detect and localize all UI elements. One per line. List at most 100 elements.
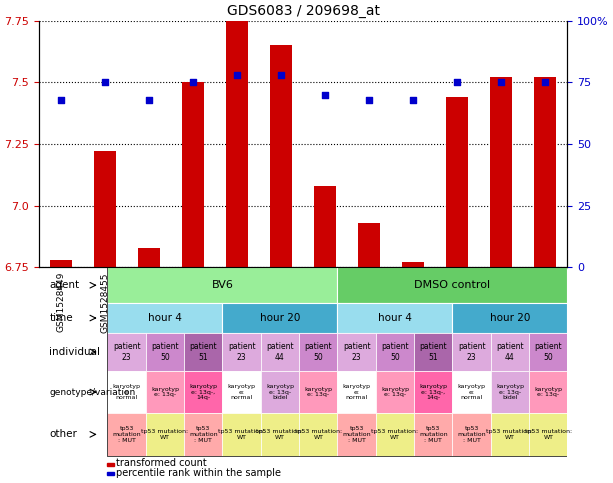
Text: hour 4: hour 4 xyxy=(378,313,412,323)
Bar xyxy=(107,463,114,466)
FancyBboxPatch shape xyxy=(414,333,452,371)
Text: hour 20: hour 20 xyxy=(490,313,530,323)
Point xyxy=(408,96,418,103)
Text: karyotyp
e: 13q-
bidel: karyotyp e: 13q- bidel xyxy=(266,384,294,400)
Text: karyotyp
e: 13q-: karyotyp e: 13q- xyxy=(151,387,179,398)
Text: tp53
mutation
: MUT: tp53 mutation : MUT xyxy=(457,426,486,443)
FancyBboxPatch shape xyxy=(107,303,223,333)
Text: patient
44: patient 44 xyxy=(266,342,294,362)
Text: karyotyp
e: 13q-: karyotyp e: 13q- xyxy=(535,387,562,398)
Text: karyotyp
e:
normal: karyotyp e: normal xyxy=(343,384,371,400)
Text: individual: individual xyxy=(49,347,101,357)
FancyBboxPatch shape xyxy=(184,413,223,455)
FancyBboxPatch shape xyxy=(491,371,529,413)
FancyBboxPatch shape xyxy=(452,303,568,333)
FancyBboxPatch shape xyxy=(299,371,338,413)
FancyBboxPatch shape xyxy=(146,333,184,371)
Text: tp53 mutation:
WT: tp53 mutation: WT xyxy=(525,429,572,440)
FancyBboxPatch shape xyxy=(107,413,146,455)
Bar xyxy=(446,97,468,267)
Bar xyxy=(358,223,380,267)
Text: genotype/variation: genotype/variation xyxy=(49,387,135,397)
Text: tp53 mutation:
WT: tp53 mutation: WT xyxy=(295,429,342,440)
FancyBboxPatch shape xyxy=(261,371,299,413)
Text: tp53
mutation
: MUT: tp53 mutation : MUT xyxy=(419,426,447,443)
Bar xyxy=(314,186,336,267)
Bar xyxy=(270,45,292,267)
Bar xyxy=(94,151,116,267)
Text: tp53 mutation:
WT: tp53 mutation: WT xyxy=(487,429,533,440)
FancyBboxPatch shape xyxy=(338,333,376,371)
FancyBboxPatch shape xyxy=(376,371,414,413)
FancyBboxPatch shape xyxy=(146,371,184,413)
Text: hour 4: hour 4 xyxy=(148,313,182,323)
FancyBboxPatch shape xyxy=(338,413,376,455)
Bar xyxy=(490,77,512,267)
FancyBboxPatch shape xyxy=(184,333,223,371)
Text: karyotyp
e: 13q-: karyotyp e: 13q- xyxy=(304,387,332,398)
FancyBboxPatch shape xyxy=(338,371,376,413)
Text: patient
44: patient 44 xyxy=(496,342,524,362)
FancyBboxPatch shape xyxy=(107,371,146,413)
Text: tp53
mutation
: MUT: tp53 mutation : MUT xyxy=(342,426,371,443)
Point xyxy=(56,96,66,103)
FancyBboxPatch shape xyxy=(184,371,223,413)
Text: patient
50: patient 50 xyxy=(305,342,332,362)
Bar xyxy=(138,247,160,267)
Point xyxy=(364,96,374,103)
Text: patient
50: patient 50 xyxy=(151,342,179,362)
FancyBboxPatch shape xyxy=(414,371,452,413)
Text: karyotyp
e: 13q-
bidel: karyotyp e: 13q- bidel xyxy=(496,384,524,400)
Text: tp53 mutation:
WT: tp53 mutation: WT xyxy=(142,429,189,440)
Bar xyxy=(107,472,114,475)
Text: karyotyp
e:
normal: karyotyp e: normal xyxy=(113,384,140,400)
Point xyxy=(232,71,242,79)
Text: tp53 mutation:
WT: tp53 mutation: WT xyxy=(256,429,303,440)
FancyBboxPatch shape xyxy=(376,413,414,455)
Bar xyxy=(182,82,204,267)
Bar xyxy=(50,260,72,267)
FancyBboxPatch shape xyxy=(299,333,338,371)
Text: BV6: BV6 xyxy=(211,280,234,290)
Text: karyotyp
e: 13q-: karyotyp e: 13q- xyxy=(381,387,409,398)
Text: patient
23: patient 23 xyxy=(458,342,485,362)
FancyBboxPatch shape xyxy=(529,333,568,371)
Text: karyotyp
e: 13q-,
14q-: karyotyp e: 13q-, 14q- xyxy=(189,384,218,400)
FancyBboxPatch shape xyxy=(491,413,529,455)
Text: patient
23: patient 23 xyxy=(113,342,140,362)
Text: hour 20: hour 20 xyxy=(260,313,300,323)
FancyBboxPatch shape xyxy=(299,413,338,455)
Point xyxy=(497,78,506,86)
Text: tp53
mutation
: MUT: tp53 mutation : MUT xyxy=(112,426,141,443)
Point xyxy=(320,91,330,99)
Text: other: other xyxy=(49,429,77,440)
Text: patient
51: patient 51 xyxy=(189,342,217,362)
Text: time: time xyxy=(49,313,73,323)
Point xyxy=(452,78,462,86)
FancyBboxPatch shape xyxy=(107,333,146,371)
Text: tp53 mutation:
WT: tp53 mutation: WT xyxy=(218,429,265,440)
FancyBboxPatch shape xyxy=(261,413,299,455)
FancyBboxPatch shape xyxy=(529,413,568,455)
Text: patient
23: patient 23 xyxy=(228,342,256,362)
Text: patient
51: patient 51 xyxy=(419,342,447,362)
Text: patient
50: patient 50 xyxy=(535,342,562,362)
FancyBboxPatch shape xyxy=(107,267,338,303)
FancyBboxPatch shape xyxy=(376,333,414,371)
Text: DMSO control: DMSO control xyxy=(414,280,490,290)
FancyBboxPatch shape xyxy=(146,413,184,455)
Text: karyotyp
e:
normal: karyotyp e: normal xyxy=(458,384,485,400)
FancyBboxPatch shape xyxy=(223,333,261,371)
FancyBboxPatch shape xyxy=(414,413,452,455)
Text: patient
23: patient 23 xyxy=(343,342,370,362)
Bar xyxy=(535,77,557,267)
FancyBboxPatch shape xyxy=(452,413,491,455)
Text: karyotyp
e: 13q-,
14q-: karyotyp e: 13q-, 14q- xyxy=(419,384,447,400)
Point xyxy=(541,78,550,86)
FancyBboxPatch shape xyxy=(261,333,299,371)
FancyBboxPatch shape xyxy=(223,303,338,333)
FancyBboxPatch shape xyxy=(529,371,568,413)
Title: GDS6083 / 209698_at: GDS6083 / 209698_at xyxy=(227,4,379,18)
Point xyxy=(276,71,286,79)
Text: patient
50: patient 50 xyxy=(381,342,409,362)
